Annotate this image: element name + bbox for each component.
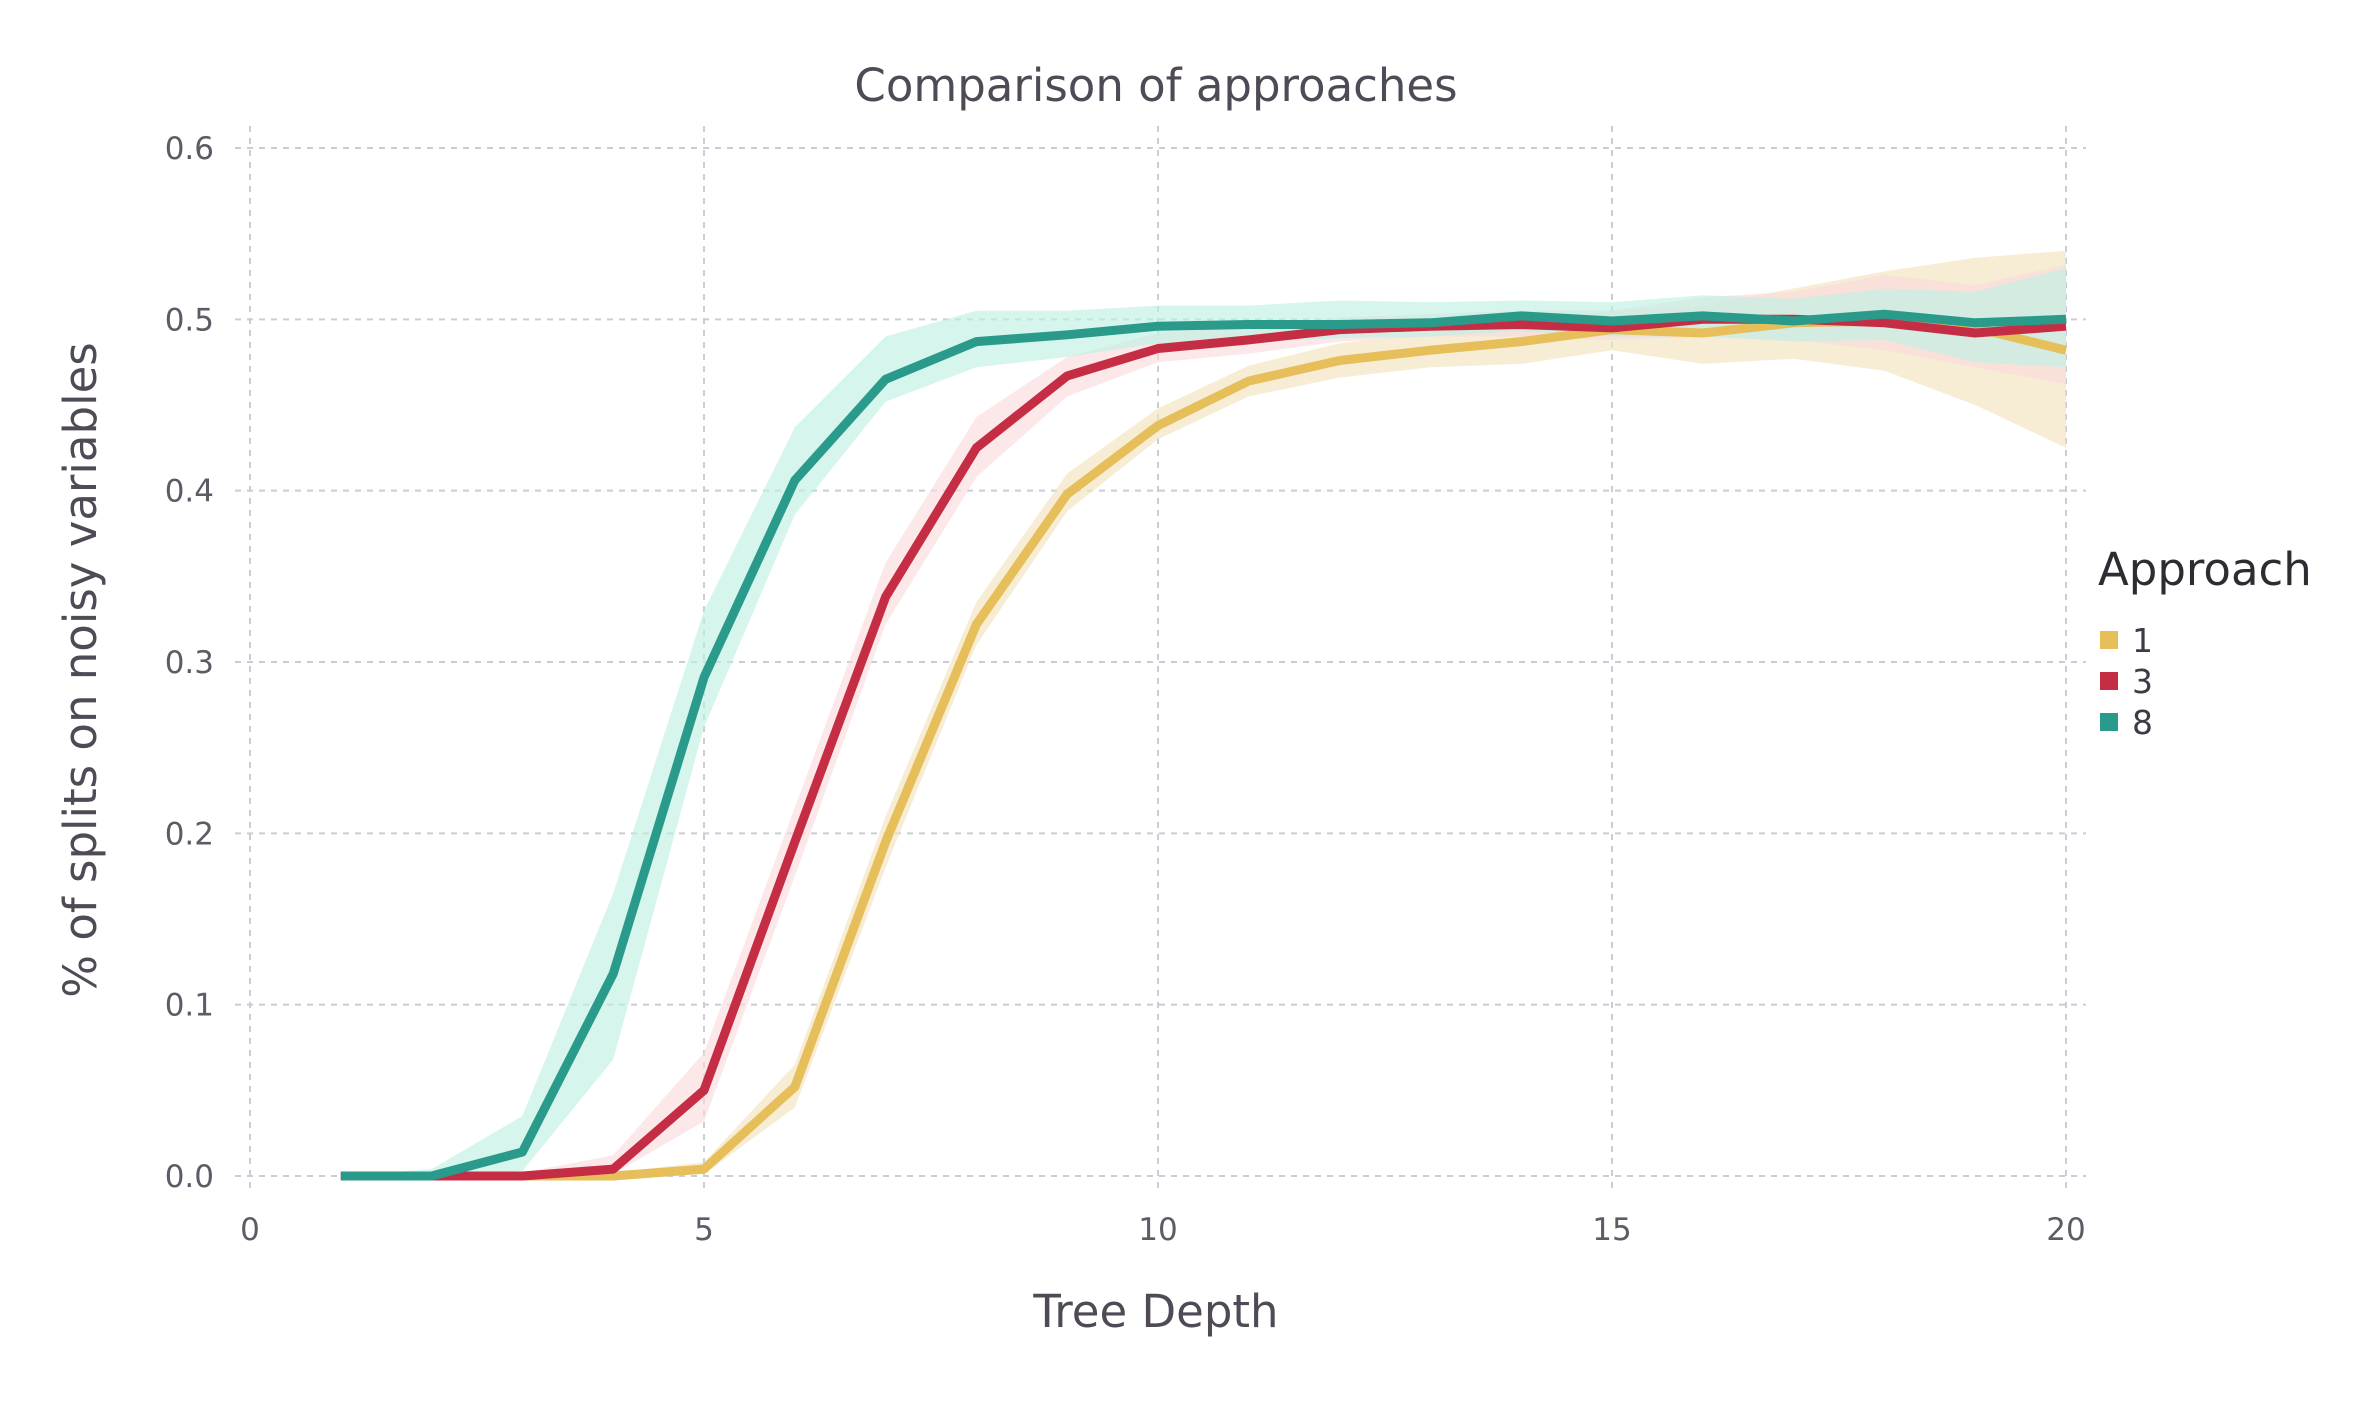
y-axis-title: % of splits on noisy variables (54, 342, 107, 997)
y-tick-label: 0.4 (165, 474, 214, 510)
legend-label-3: 3 (2132, 662, 2153, 701)
legend-title: Approach (2098, 543, 2312, 596)
y-tick-label: 0.2 (165, 816, 214, 852)
y-tick-label: 0.5 (165, 302, 214, 338)
y-tick-label: 0.6 (165, 131, 214, 167)
y-tick-label: 0.3 (165, 645, 214, 681)
x-axis-title: Tree Depth (1032, 1285, 1278, 1338)
legend-swatch-8 (2100, 713, 2118, 731)
band-series-8 (340, 267, 2066, 1176)
x-tick-label: 5 (694, 1212, 714, 1248)
legend-swatch-1 (2100, 631, 2118, 649)
y-tick-label: 0.0 (165, 1159, 214, 1195)
legend-swatch-3 (2100, 672, 2118, 690)
x-tick-label: 20 (2046, 1212, 2085, 1248)
x-tick-label: 15 (1592, 1212, 1631, 1248)
axis-ticks: 0.0 0.1 0.2 0.3 0.4 0.5 0.6 0 5 10 15 20 (165, 131, 2086, 1248)
y-tick-label: 0.1 (165, 988, 214, 1024)
legend-label-1: 1 (2132, 621, 2153, 660)
chart-title: Comparison of approaches (854, 59, 1457, 112)
confidence-bands (340, 250, 2066, 1177)
series-lines (340, 309, 2068, 1181)
legend-label-8: 8 (2132, 703, 2153, 742)
line-series-8 (340, 309, 2067, 1181)
x-tick-label: 0 (240, 1212, 260, 1248)
x-tick-label: 10 (1138, 1212, 1177, 1248)
legend: Approach 138 (2098, 543, 2312, 742)
